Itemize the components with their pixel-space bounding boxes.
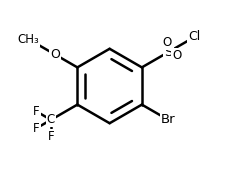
Text: C: C — [47, 113, 55, 126]
Text: O: O — [172, 49, 181, 62]
Text: CH₃: CH₃ — [18, 33, 39, 46]
Text: F: F — [47, 130, 54, 143]
Text: O: O — [161, 36, 171, 50]
Text: F: F — [33, 122, 39, 135]
Text: Br: Br — [160, 113, 175, 126]
Text: S: S — [163, 46, 172, 59]
Text: Cl: Cl — [188, 30, 200, 43]
Text: O: O — [50, 48, 60, 61]
Text: F: F — [33, 105, 39, 118]
